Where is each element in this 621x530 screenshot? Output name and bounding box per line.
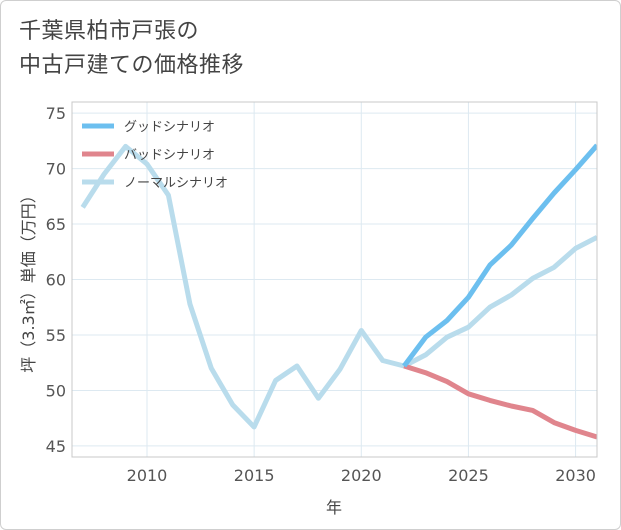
y-tick-label: 70 xyxy=(46,160,66,179)
y-tick-label: 55 xyxy=(46,326,66,345)
chart-title-line-1: 千葉県柏市戸張の xyxy=(19,19,200,44)
x-tick-label: 2015 xyxy=(234,466,275,485)
legend-label-good: グッドシナリオ xyxy=(124,120,215,135)
chart-title-line-2: 中古戸建ての価格推移 xyxy=(19,53,245,78)
x-tick-label: 2030 xyxy=(555,466,596,485)
y-axis-title: 坪（3.3㎡）単価（万円） xyxy=(19,187,38,372)
chart-title: 千葉県柏市戸張の 中古戸建ての価格推移 xyxy=(19,15,244,83)
x-axis-title: 年 xyxy=(326,498,342,517)
y-tick-label: 50 xyxy=(46,381,66,400)
y-tick-label: 75 xyxy=(46,104,66,123)
plot-area-border xyxy=(71,101,598,458)
legend-label-bad: バッドシナリオ xyxy=(124,148,215,163)
legend-label-normal: ノーマルシナリオ xyxy=(124,176,228,191)
series-line-bad xyxy=(403,363,597,440)
series-line-good xyxy=(402,143,597,368)
x-tick-label: 2010 xyxy=(127,466,168,485)
x-tick-label: 2025 xyxy=(448,466,489,485)
y-tick-label: 45 xyxy=(46,437,66,456)
y-tick-label: 65 xyxy=(46,215,66,234)
series-line-normal xyxy=(80,143,597,430)
y-tick-label: 60 xyxy=(46,271,66,290)
x-tick-label: 2020 xyxy=(341,466,382,485)
